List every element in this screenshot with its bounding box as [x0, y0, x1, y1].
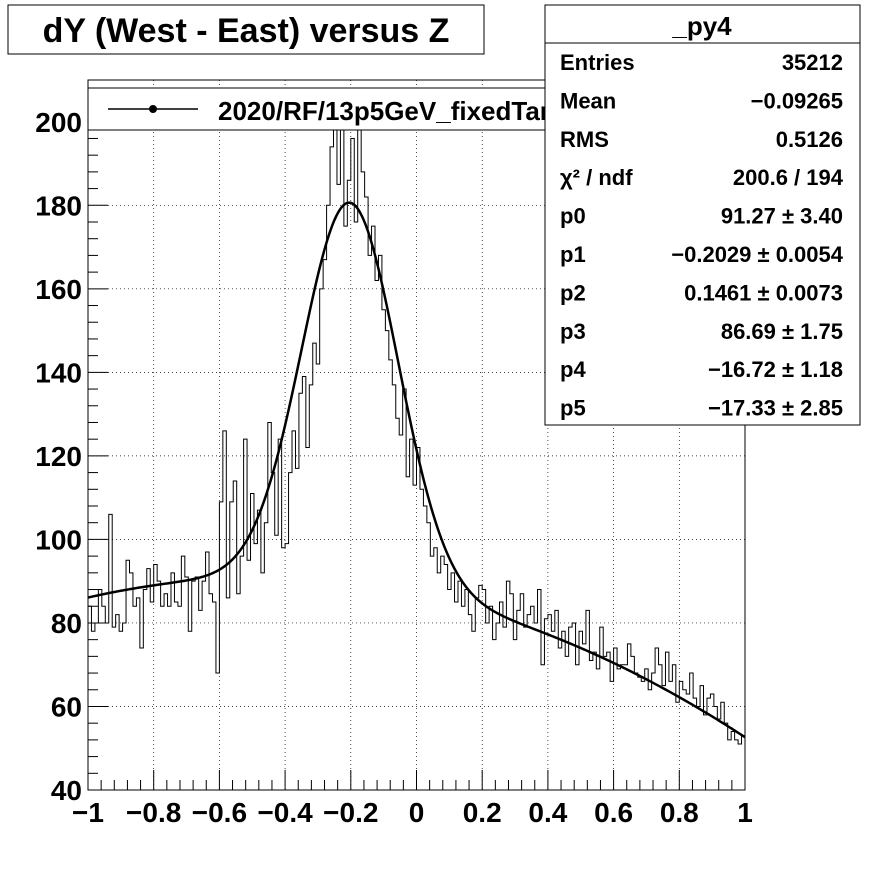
y-tick-label: 40: [51, 775, 82, 806]
stats-row-label: p5: [560, 396, 586, 421]
y-tick-label: 100: [35, 524, 82, 555]
x-tick-label: 0.4: [528, 797, 567, 828]
title-box: dY (West - East) versus Z: [7, 4, 485, 55]
stats-row-label: p3: [560, 319, 586, 344]
axes: −1 −0.8 −0.6 −0.4 −0.2 0 0.2 0.4 0.6 0.8 140608010…: [35, 87, 753, 828]
x-tick-label: −1: [72, 797, 104, 828]
x-tick-label: −0.2: [323, 797, 378, 828]
stats-row-label: p0: [560, 204, 586, 229]
x-tick-label: −0.4: [257, 797, 313, 828]
stats-rows: Entries 35212 Mean −0.09265 RMS 0.5126 χ² / nd…: [560, 50, 844, 421]
stats-row-value: 0.5126: [776, 127, 843, 152]
legend-entry: 2020/RF/13p5GeV_fixedTarget: [218, 96, 589, 126]
x-tick-label: 0.8: [660, 797, 699, 828]
stats-row-label: RMS: [560, 127, 609, 152]
y-tick-label: 180: [35, 190, 82, 221]
stats-row-label: p4: [560, 357, 586, 382]
x-tick-label: 0.2: [463, 797, 502, 828]
stats-row-label: p2: [560, 280, 586, 305]
stats-row-value: −16.72 ± 1.18: [708, 357, 843, 382]
legend: 2020/RF/13p5GeV_fixedTarget: [87, 87, 615, 131]
x-tick-label: 0.6: [594, 797, 633, 828]
fit-curve: [88, 201, 745, 739]
y-tick-label: 140: [35, 357, 82, 388]
x-tick-label: 1: [737, 797, 753, 828]
y-tick-label: 80: [51, 608, 82, 639]
y-tick-label: 200: [35, 107, 82, 138]
stats-row-value: −0.2029 ± 0.0054: [671, 242, 843, 267]
stats-row-value: −0.09265: [751, 88, 843, 113]
stats-row-label: Entries: [560, 50, 635, 75]
y-tick-label: 120: [35, 441, 82, 472]
stats-row-value: 86.69 ± 1.75: [721, 319, 843, 344]
stats-row-value: 0.1461 ± 0.0073: [684, 280, 843, 305]
stats-row-label: p1: [560, 242, 586, 267]
y-tick-label: 160: [35, 274, 82, 305]
chart-title: dY (West - East) versus Z: [43, 12, 450, 50]
stats-title: _py4: [671, 11, 732, 41]
x-tick-label: 0: [409, 797, 425, 828]
stats-row-value: 91.27 ± 3.40: [721, 204, 843, 229]
stats-row-label: χ² / ndf: [560, 165, 633, 190]
x-tick-label: −0.6: [192, 797, 247, 828]
stats-box: _py4 Entries 35212 Mean −0.09265 RMS 0.5126 χ²…: [544, 4, 861, 426]
stats-row-label: Mean: [560, 88, 616, 113]
stats-row-value: 35212: [782, 50, 843, 75]
stats-row-value: 200.6 / 194: [733, 165, 844, 190]
y-tick-label: 60: [51, 691, 82, 722]
x-tick-label: −0.8: [126, 797, 181, 828]
fit-curve-group: [88, 201, 745, 739]
stats-row-value: −17.33 ± 2.85: [708, 396, 843, 421]
legend-point-marker: [149, 105, 157, 113]
